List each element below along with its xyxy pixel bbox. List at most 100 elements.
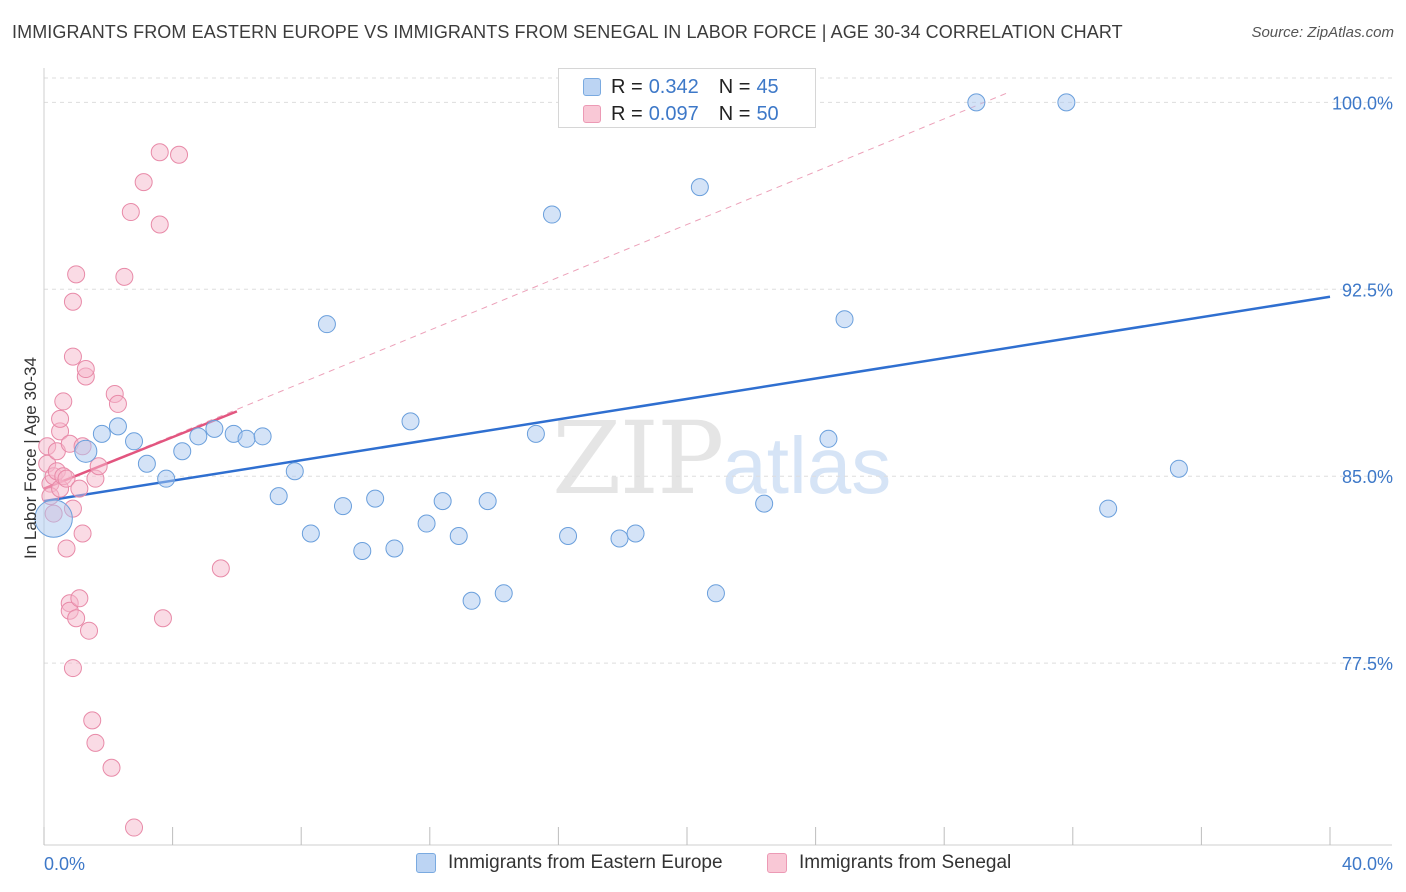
eastern-europe-point bbox=[449, 526, 468, 545]
correlation-legend: R = 0.342 N = 45 R = 0.097 N = 50 bbox=[558, 68, 816, 128]
senegal-point bbox=[57, 469, 76, 488]
senegal-point bbox=[51, 409, 70, 428]
senegal-point bbox=[108, 394, 127, 413]
eastern-europe-trend bbox=[43, 295, 1331, 503]
senegal-trend-extended bbox=[43, 91, 1009, 490]
senegal-point bbox=[153, 609, 172, 628]
watermark-atlas: atlas bbox=[722, 421, 892, 510]
senegal-point bbox=[63, 292, 82, 311]
eastern-europe-point bbox=[353, 541, 372, 560]
legend-row-eastern-europe: R = 0.342 N = 45 bbox=[583, 75, 779, 99]
eastern-europe-point bbox=[417, 514, 436, 533]
eastern-europe-point bbox=[494, 584, 513, 603]
y-tick-label: 85.0% bbox=[1342, 467, 1393, 487]
eastern-europe-point bbox=[478, 492, 497, 511]
senegal-point bbox=[54, 392, 73, 411]
legend-n-value: 45 bbox=[756, 75, 779, 98]
senegal-point bbox=[121, 203, 140, 222]
eastern-europe-point bbox=[317, 315, 336, 334]
senegal-trend bbox=[43, 410, 238, 490]
eastern-europe-point bbox=[137, 454, 156, 473]
eastern-europe-point bbox=[1169, 459, 1188, 478]
eastern-europe-point bbox=[819, 429, 838, 448]
senegal-point bbox=[125, 818, 144, 837]
eastern-europe-point bbox=[285, 462, 304, 481]
senegal-point bbox=[102, 758, 121, 777]
senegal-point bbox=[211, 559, 230, 578]
eastern-europe-point bbox=[173, 442, 192, 461]
eastern-europe-point bbox=[333, 497, 352, 516]
senegal-point bbox=[63, 659, 82, 678]
legend-r-label: R = bbox=[611, 75, 643, 98]
eastern-europe-point bbox=[385, 539, 404, 558]
axes bbox=[43, 68, 1392, 846]
bottom-legend-label: Immigrants from Eastern Europe bbox=[448, 852, 723, 873]
senegal-point bbox=[83, 711, 102, 730]
eastern-europe-point bbox=[835, 310, 854, 329]
y-tick-label: 92.5% bbox=[1342, 280, 1393, 300]
legend-n-value: 50 bbox=[756, 102, 779, 125]
y-tick-label: 77.5% bbox=[1342, 654, 1393, 674]
source-label: Source: ZipAtlas.com bbox=[1251, 24, 1394, 41]
eastern-europe-point bbox=[559, 526, 578, 545]
senegal-point bbox=[80, 621, 99, 640]
senegal-point bbox=[70, 479, 89, 498]
legend-swatch-pink bbox=[767, 853, 787, 873]
bottom-legend-eastern-europe: Immigrants from Eastern Europe bbox=[416, 851, 723, 875]
tick-labels: 77.5% 85.0% 92.5% 100.0% 0.0% 40.0% bbox=[44, 93, 1393, 874]
eastern-europe-point bbox=[610, 529, 629, 548]
gridlines bbox=[44, 77, 1392, 664]
bottom-legend-senegal: Immigrants from Senegal bbox=[767, 851, 1011, 875]
eastern-europe-point bbox=[462, 591, 481, 610]
eastern-europe-point bbox=[125, 432, 144, 451]
eastern-europe-point bbox=[157, 469, 176, 488]
eastern-europe-point bbox=[92, 424, 111, 443]
eastern-europe-point bbox=[189, 427, 208, 446]
senegal-point bbox=[63, 347, 82, 366]
y-tick-label: 100.0% bbox=[1332, 93, 1393, 113]
legend-row-senegal: R = 0.097 N = 50 bbox=[583, 102, 779, 126]
watermark: ZIPatlas bbox=[552, 400, 891, 517]
eastern-europe-point bbox=[205, 419, 224, 438]
eastern-europe-point bbox=[269, 487, 288, 506]
eastern-europe-point bbox=[1099, 499, 1118, 518]
legend-n-label: N = bbox=[718, 75, 751, 98]
senegal-point bbox=[115, 267, 134, 286]
senegal-point bbox=[73, 524, 92, 543]
eastern-europe-point bbox=[34, 499, 73, 538]
eastern-europe-point bbox=[690, 178, 709, 197]
x-tick-label: 0.0% bbox=[44, 854, 85, 874]
eastern-europe-point bbox=[626, 524, 645, 543]
eastern-europe-point bbox=[301, 524, 320, 543]
eastern-europe-point bbox=[706, 584, 725, 603]
eastern-europe-point bbox=[755, 494, 774, 513]
eastern-europe-point bbox=[526, 424, 545, 443]
legend-swatch-blue bbox=[416, 853, 436, 873]
trend-lines bbox=[43, 91, 1331, 503]
eastern-europe-point bbox=[967, 93, 986, 112]
eastern-europe-point bbox=[542, 205, 561, 224]
legend-n-label: N = bbox=[718, 102, 751, 125]
x-tick-label: 40.0% bbox=[1342, 854, 1393, 874]
eastern-europe-point bbox=[108, 417, 127, 436]
legend-swatch-pink bbox=[583, 105, 601, 123]
legend-r-value: 0.342 bbox=[648, 75, 699, 98]
bottom-legend-label: Immigrants from Senegal bbox=[799, 852, 1012, 873]
senegal-point bbox=[57, 539, 76, 558]
senegal-point bbox=[67, 265, 86, 284]
senegal-point bbox=[70, 589, 89, 608]
eastern-europe-point bbox=[253, 427, 272, 446]
watermark-zip: ZIP bbox=[552, 400, 724, 517]
eastern-europe-point bbox=[1057, 93, 1076, 112]
senegal-point bbox=[86, 733, 105, 752]
eastern-europe-point bbox=[366, 489, 385, 508]
legend-r-value: 0.097 bbox=[648, 102, 699, 125]
y-axis-label: In Labor Force | Age 30-34 bbox=[21, 357, 40, 559]
eastern-europe-point bbox=[401, 412, 420, 431]
eastern-europe-point bbox=[74, 439, 98, 463]
senegal-point bbox=[134, 173, 153, 192]
eastern-europe-point bbox=[237, 429, 256, 448]
data-points bbox=[34, 93, 1188, 837]
legend-swatch-blue bbox=[583, 78, 601, 96]
eastern-europe-point bbox=[433, 492, 452, 511]
